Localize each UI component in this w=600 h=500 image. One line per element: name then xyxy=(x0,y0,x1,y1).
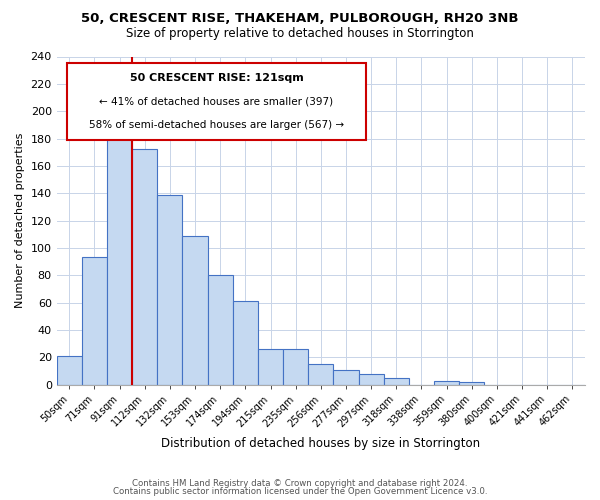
FancyBboxPatch shape xyxy=(67,63,366,140)
Text: Contains public sector information licensed under the Open Government Licence v3: Contains public sector information licen… xyxy=(113,487,487,496)
Text: 50 CRESCENT RISE: 121sqm: 50 CRESCENT RISE: 121sqm xyxy=(130,73,304,83)
Text: Contains HM Land Registry data © Crown copyright and database right 2024.: Contains HM Land Registry data © Crown c… xyxy=(132,478,468,488)
Y-axis label: Number of detached properties: Number of detached properties xyxy=(15,133,25,308)
Bar xyxy=(82,258,107,384)
Text: 50, CRESCENT RISE, THAKEHAM, PULBOROUGH, RH20 3NB: 50, CRESCENT RISE, THAKEHAM, PULBOROUGH,… xyxy=(81,12,519,26)
Bar xyxy=(182,236,208,384)
Bar xyxy=(308,364,334,384)
Text: Size of property relative to detached houses in Storrington: Size of property relative to detached ho… xyxy=(126,28,474,40)
Bar xyxy=(208,276,233,384)
Bar xyxy=(384,378,409,384)
Bar xyxy=(334,370,359,384)
X-axis label: Distribution of detached houses by size in Storrington: Distribution of detached houses by size … xyxy=(161,437,481,450)
Bar xyxy=(258,349,283,384)
Bar xyxy=(157,194,182,384)
Text: ← 41% of detached houses are smaller (397): ← 41% of detached houses are smaller (39… xyxy=(100,96,334,106)
Bar xyxy=(283,349,308,384)
Bar xyxy=(359,374,384,384)
Bar xyxy=(434,380,459,384)
Bar xyxy=(56,356,82,384)
Bar xyxy=(107,110,132,384)
Bar xyxy=(459,382,484,384)
Bar xyxy=(132,150,157,384)
Text: 58% of semi-detached houses are larger (567) →: 58% of semi-detached houses are larger (… xyxy=(89,120,344,130)
Bar xyxy=(233,301,258,384)
